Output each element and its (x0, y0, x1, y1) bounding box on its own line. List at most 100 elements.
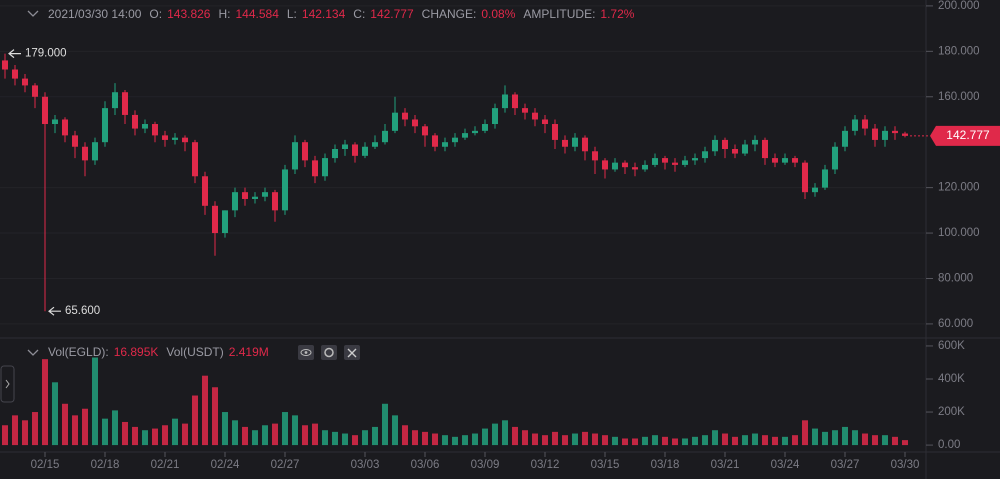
volume-bar (92, 357, 98, 446)
volume-bar (12, 415, 18, 446)
x-tick-label: 02/21 (151, 459, 180, 471)
candle-body (412, 119, 418, 127)
candle-body (302, 142, 308, 161)
candle-body (192, 142, 198, 177)
volume-bar (182, 423, 188, 446)
candle-body (452, 137, 458, 143)
candle-body (482, 124, 488, 131)
volume-bar (722, 433, 728, 446)
candle-body (672, 162, 678, 165)
y2-tick-label: 600K (938, 340, 965, 352)
y-tick-label: 120.000 (938, 182, 980, 194)
volume-bar (62, 403, 68, 446)
volume-bar (292, 415, 298, 446)
candle-body (462, 133, 468, 138)
volume-bar (362, 430, 368, 446)
candle-body (742, 144, 748, 154)
volume-bar (582, 431, 588, 446)
volume-bar (192, 395, 198, 446)
volume-bar (232, 420, 238, 446)
candle-body (842, 130, 848, 147)
candle-body (542, 119, 548, 125)
header-value: 144.584 (235, 7, 279, 21)
volume-bar (42, 359, 48, 446)
x-tick-label: 03/18 (651, 459, 680, 471)
volume-bar (552, 431, 558, 446)
y-tick-label: 100.000 (938, 227, 980, 239)
candle-body (272, 192, 278, 211)
x-tick-label: 03/27 (831, 459, 860, 471)
header-value: 0.08% (481, 7, 515, 21)
candle-body (722, 139, 728, 150)
candle-body (62, 119, 68, 136)
volume-bar (22, 420, 28, 446)
candle-body (692, 158, 698, 161)
candle-body (582, 137, 588, 152)
header-value: 1.72% (600, 7, 634, 21)
collapse-icon[interactable] (27, 349, 39, 356)
volume-bar (842, 426, 848, 446)
candle-body (662, 158, 668, 163)
candle-body (532, 112, 538, 120)
x-tick-label: 03/15 (591, 459, 620, 471)
candle-body (802, 162, 808, 193)
volume-bar (592, 433, 598, 446)
volume-bar (872, 435, 878, 446)
toggle-icon (5, 379, 10, 389)
candle-body (512, 94, 518, 109)
candle-body (492, 108, 498, 125)
eye-button[interactable] (298, 345, 314, 360)
volume-bar (762, 435, 768, 446)
y-tick-label: 160.000 (938, 91, 980, 103)
candle-body (622, 162, 628, 168)
candle-body (142, 124, 148, 129)
eye-pupil (304, 351, 308, 354)
y2-tick-label: 0.00 (938, 439, 960, 451)
collapse-icon[interactable] (27, 10, 39, 17)
header-datetime: 2021/03/30 14:00 (48, 7, 142, 21)
close-button[interactable] (344, 345, 360, 360)
candle-body (262, 192, 268, 197)
volume-bar (782, 436, 788, 446)
header-value: 142.134 (302, 7, 346, 21)
volume-bar (242, 426, 248, 446)
volume-bar (172, 418, 178, 446)
candle-body (372, 142, 378, 147)
side-toggle[interactable] (0, 365, 15, 403)
last-price-tag (930, 125, 1000, 146)
candle-body (222, 210, 228, 234)
volume-bar (162, 425, 168, 446)
volume-bar (692, 436, 698, 446)
volume-bar (262, 425, 268, 446)
candle-body (92, 142, 98, 161)
last-price-label: 142.777 (946, 128, 990, 142)
candle-body (862, 119, 868, 129)
volume-bar (272, 423, 278, 446)
volume-bar (402, 425, 408, 446)
volume-bar (32, 412, 38, 446)
candle-body (702, 151, 708, 159)
close-icon (347, 348, 357, 358)
volume-bar (712, 430, 718, 446)
volume-bar (452, 436, 458, 446)
candle-body (812, 187, 818, 193)
candle-body (252, 196, 258, 199)
x-tick-label: 02/18 (91, 459, 120, 471)
candle-body (562, 139, 568, 147)
x-tick-label: 02/15 (31, 459, 60, 471)
candle-body (782, 158, 788, 163)
volume-bar (122, 421, 128, 446)
settings-button[interactable] (321, 345, 337, 360)
volume-bar (892, 436, 898, 446)
x-tick-label: 02/24 (211, 459, 240, 471)
volume-bar (382, 403, 388, 446)
candle-body (752, 139, 758, 145)
volume-bar (632, 438, 638, 446)
candle-body (172, 137, 178, 140)
header-label: L: (287, 7, 297, 21)
candle-body (632, 167, 638, 170)
candle-body (682, 160, 688, 165)
volume-bar (112, 410, 118, 446)
eye-icon (300, 349, 312, 356)
x-tick-label: 03/06 (411, 459, 440, 471)
